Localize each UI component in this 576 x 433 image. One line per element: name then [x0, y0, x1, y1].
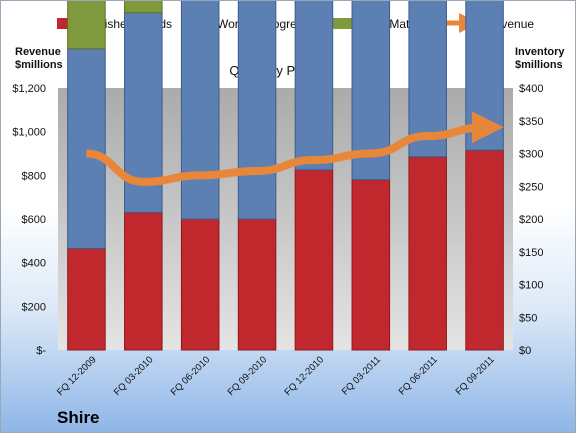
bar-segment-finished-goods [124, 211, 163, 351]
left-axis-title-line1: Revenue [15, 46, 61, 58]
right-tick-label: $350 [519, 116, 543, 128]
left-tick-label: $800 [22, 170, 46, 182]
left-tick-label: $1,000 [12, 127, 46, 139]
company-name: Shire [57, 408, 100, 427]
revenue-line-path [86, 111, 504, 186]
right-axis-title-line1: Inventory [515, 46, 565, 58]
right-axis: $0 $50 $100 $150 $200 $250 $300 $350 $400 [519, 83, 543, 357]
right-tick-label: $150 [519, 247, 543, 259]
legend-swatch-2 [331, 18, 357, 29]
x-axis: FQ 12-2009 FQ 03-2010 FQ 06-2010 FQ 09-2010… [55, 354, 497, 398]
bar-segment-raw-materials [124, 1, 163, 14]
x-tick-label: FQ 09-2011 [454, 354, 497, 397]
right-tick-label: $250 [519, 181, 543, 193]
revenue-line [86, 111, 504, 186]
left-axis-title-line2: $millions [15, 59, 63, 71]
right-tick-label: $200 [519, 214, 543, 226]
bar-segment-finished-goods [237, 218, 277, 351]
left-tick-label: $1,200 [12, 83, 46, 95]
x-tick-label: FQ 12-2009 [55, 354, 99, 398]
right-tick-label: $100 [519, 280, 543, 292]
right-axis-title-line2: $millions [515, 59, 563, 71]
right-tick-label: $300 [519, 149, 543, 161]
x-tick-label: FQ 12-2010 [282, 354, 326, 398]
left-tick-label: $400 [22, 258, 46, 270]
right-tick-label: $0 [519, 345, 531, 357]
bar-segment-work-in-progress [294, 1, 334, 171]
bar-segment-finished-goods [180, 218, 220, 351]
x-tick-label: FQ 03-2011 [340, 354, 383, 397]
left-axis: $- $200 $400 $600 $800 $1,000 $1,200 [12, 83, 46, 357]
bar-segment-work-in-progress [67, 48, 106, 249]
bar-segment-work-in-progress [237, 1, 277, 220]
right-tick-label: $50 [519, 312, 537, 324]
x-tick-label: FQ 03-2010 [112, 354, 156, 398]
bar-segment-work-in-progress [408, 1, 447, 158]
bar-segment-raw-materials [67, 1, 106, 50]
bar-segment-finished-goods [408, 156, 447, 351]
left-tick-label: $600 [22, 214, 46, 226]
bar-segment-finished-goods [67, 247, 106, 351]
left-tick-label: $200 [22, 301, 46, 313]
bar-segment-finished-goods [465, 149, 504, 351]
x-tick-label: FQ 09-2010 [226, 354, 270, 398]
bar-segment-work-in-progress [180, 1, 220, 220]
left-tick-label: $- [36, 345, 46, 357]
right-tick-label: $400 [519, 83, 543, 95]
bar-segment-finished-goods [351, 179, 391, 351]
x-tick-label: FQ 06-2010 [169, 354, 213, 398]
x-tick-label: FQ 06-2011 [397, 354, 440, 397]
bar-segment-finished-goods [294, 169, 334, 351]
